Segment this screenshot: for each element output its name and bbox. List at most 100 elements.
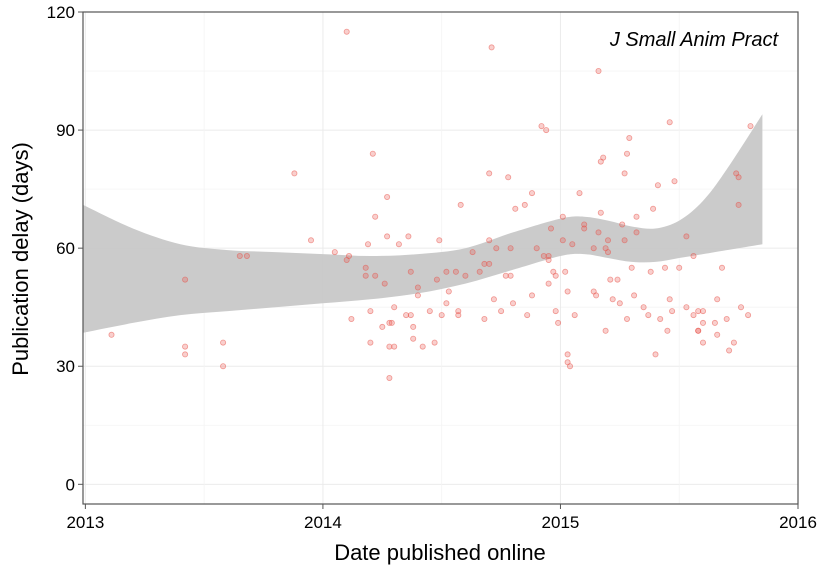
data-point xyxy=(624,150,631,157)
data-point xyxy=(735,201,742,208)
data-point xyxy=(607,276,614,283)
data-point xyxy=(331,249,338,256)
data-point xyxy=(666,119,673,126)
data-point xyxy=(419,343,426,350)
data-point xyxy=(433,276,440,283)
data-point xyxy=(369,150,376,157)
data-point xyxy=(559,237,566,244)
data-point xyxy=(619,221,626,228)
data-point xyxy=(590,245,597,252)
data-point xyxy=(343,28,350,35)
data-point xyxy=(438,312,445,319)
data-point xyxy=(595,68,602,75)
data-point xyxy=(552,272,559,279)
x-axis: 2013 2014 2015 2016 xyxy=(66,504,817,532)
data-point xyxy=(395,241,402,248)
data-point xyxy=(372,272,379,279)
data-point xyxy=(426,308,433,315)
data-point xyxy=(403,312,410,319)
data-point xyxy=(372,213,379,220)
x-tick-label: 2014 xyxy=(304,513,342,532)
data-point xyxy=(650,205,657,212)
data-point xyxy=(714,296,721,303)
data-point xyxy=(576,190,583,197)
data-point xyxy=(445,288,452,295)
data-point xyxy=(662,264,669,271)
data-point xyxy=(640,304,647,311)
data-point xyxy=(666,296,673,303)
data-point xyxy=(182,276,189,283)
data-point xyxy=(593,292,600,299)
data-point xyxy=(595,229,602,236)
data-point xyxy=(529,292,536,299)
data-point xyxy=(431,339,438,346)
data-point xyxy=(621,170,628,177)
data-point xyxy=(469,249,476,256)
data-point xyxy=(669,308,676,315)
data-point xyxy=(443,268,450,275)
data-point xyxy=(614,276,621,283)
data-point xyxy=(548,225,555,232)
data-point xyxy=(616,300,623,307)
data-point xyxy=(362,272,369,279)
x-tick-label: 2015 xyxy=(542,513,580,532)
data-point xyxy=(533,245,540,252)
data-point xyxy=(564,351,571,358)
x-tick-label: 2013 xyxy=(66,513,104,532)
data-point xyxy=(384,233,391,240)
data-point xyxy=(690,252,697,259)
data-point xyxy=(545,280,552,287)
data-point xyxy=(379,323,386,330)
data-point xyxy=(700,308,707,315)
data-point xyxy=(711,319,718,326)
smooth-confidence-band xyxy=(83,114,763,333)
data-point xyxy=(626,134,633,141)
data-point xyxy=(571,312,578,319)
data-point xyxy=(683,304,690,311)
data-point xyxy=(220,339,227,346)
data-point xyxy=(307,237,314,244)
data-point xyxy=(405,233,412,240)
data-point xyxy=(559,213,566,220)
y-tick-label: 30 xyxy=(56,357,75,376)
data-point xyxy=(735,174,742,181)
data-point xyxy=(652,351,659,358)
data-point xyxy=(452,268,459,275)
data-point xyxy=(407,312,414,319)
data-point xyxy=(236,252,243,259)
data-point xyxy=(569,241,576,248)
data-point xyxy=(345,252,352,259)
data-point xyxy=(738,304,745,311)
data-point xyxy=(654,182,661,189)
data-point xyxy=(600,154,607,161)
data-point xyxy=(538,123,545,130)
data-point xyxy=(730,339,737,346)
data-point xyxy=(507,245,514,252)
data-point xyxy=(507,272,514,279)
data-point xyxy=(486,260,493,267)
data-point xyxy=(555,319,562,326)
data-point xyxy=(436,237,443,244)
data-point xyxy=(381,280,388,287)
data-point xyxy=(486,237,493,244)
data-point xyxy=(609,296,616,303)
data-point xyxy=(108,331,115,338)
data-point xyxy=(564,288,571,295)
data-point xyxy=(367,339,374,346)
data-point xyxy=(657,315,664,322)
data-point xyxy=(690,312,697,319)
data-point xyxy=(695,327,702,334)
data-point xyxy=(567,363,574,370)
data-point xyxy=(481,315,488,322)
data-point xyxy=(443,300,450,307)
data-point xyxy=(220,363,227,370)
data-point xyxy=(676,264,683,271)
data-point xyxy=(367,308,374,315)
smooth-band-layer xyxy=(83,114,763,333)
data-point xyxy=(633,213,640,220)
data-point xyxy=(602,327,609,334)
data-point xyxy=(605,249,612,256)
y-tick-label: 0 xyxy=(66,475,75,494)
data-point xyxy=(476,268,483,275)
